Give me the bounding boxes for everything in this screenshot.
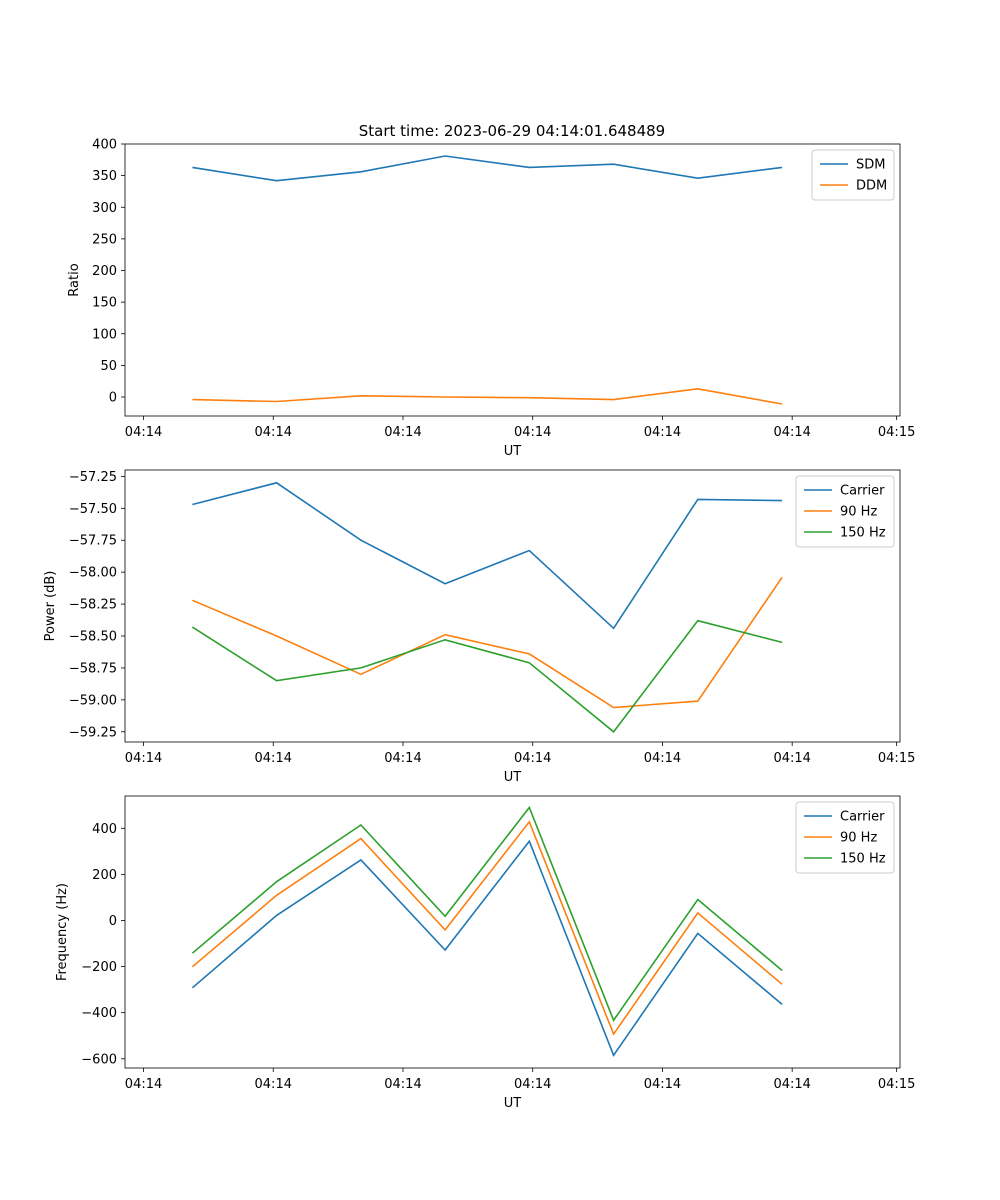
- legend-box: [811, 149, 895, 201]
- series-line-carrier: [192, 481, 783, 630]
- x-tick-label: 04:14: [384, 751, 421, 766]
- chart-panel-2: 04:14 04:14 04:14 04:14 04:14 04:14 04:15 −57.2…: [43, 469, 915, 785]
- series-line-ddm: [192, 387, 783, 405]
- y-tick-label: 0: [109, 391, 117, 406]
- legend-label: 90 Hz: [840, 831, 877, 846]
- chart-panel-3: 04:14 04:14 04:14 04:14 04:14 04:14 04:15 400 20…: [55, 795, 915, 1111]
- x-tick-label: 04:14: [384, 425, 421, 440]
- legend-label: Carrier: [840, 484, 885, 499]
- axes-frame: [124, 469, 901, 743]
- x-axis-label: UT: [504, 770, 522, 785]
- axes-frame: [124, 143, 901, 417]
- x-tick-label: 04:14: [644, 425, 681, 440]
- legend-label: SDM: [856, 158, 885, 173]
- y-tick-label: −58.75: [69, 661, 117, 676]
- y-tick-label: 200: [92, 868, 117, 883]
- x-tick-label: 04:14: [773, 425, 810, 440]
- x-tick-label: 04:14: [514, 751, 551, 766]
- x-tick-label: 04:14: [125, 1077, 162, 1092]
- y-tick-label: 250: [92, 232, 117, 247]
- x-tick-label: 04:14: [514, 425, 551, 440]
- x-tick-label: 04:14: [384, 1077, 421, 1092]
- x-tick-label: 04:15: [878, 1077, 915, 1092]
- y-tick-label: −58.50: [69, 630, 117, 645]
- legend-label: DDM: [856, 179, 887, 194]
- x-axis-label: UT: [504, 444, 522, 459]
- x-tick-label: 04:14: [125, 751, 162, 766]
- y-tick-label: −57.75: [69, 534, 117, 549]
- y-axis-label: Frequency (Hz): [55, 883, 70, 981]
- series-line-carrier: [191, 839, 783, 1057]
- legend-label: 90 Hz: [840, 505, 877, 520]
- y-tick-label: −400: [81, 1006, 117, 1021]
- legend-label: 150 Hz: [840, 526, 886, 541]
- axes-frame: [124, 795, 901, 1069]
- series-line-150-hz: [191, 619, 783, 733]
- x-axis-label: UT: [504, 1096, 522, 1111]
- series-line-90-hz: [191, 820, 783, 1036]
- x-tick-label: 04:15: [878, 751, 915, 766]
- legend-box: [795, 801, 895, 874]
- x-tick-label: 04:14: [514, 1077, 551, 1092]
- y-tick-label: 0: [109, 914, 117, 929]
- y-tick-label: 200: [92, 264, 117, 279]
- legend: SDM DDM: [811, 149, 895, 201]
- y-axis-label: Ratio: [67, 263, 82, 296]
- y-tick-label: −200: [81, 960, 117, 975]
- legend-label: Carrier: [840, 810, 885, 825]
- y-tick-label: −58.25: [69, 598, 117, 613]
- x-tick-label: 04:14: [125, 425, 162, 440]
- series-line-sdm: [192, 155, 783, 182]
- chart-title: Start time: 2023-06-29 04:14:01.648489: [359, 122, 665, 140]
- x-tick-label: 04:14: [644, 1077, 681, 1092]
- x-tick-label: 04:14: [773, 751, 810, 766]
- y-tick-label: −600: [81, 1052, 117, 1067]
- y-tick-label: −57.25: [69, 470, 117, 485]
- y-tick-label: −57.50: [69, 502, 117, 517]
- y-tick-label: 50: [100, 359, 117, 374]
- x-tick-label: 04:14: [644, 751, 681, 766]
- series-line-150-hz: [191, 805, 783, 1022]
- y-tick-label: 400: [92, 138, 117, 153]
- chart-panel-1: 04:14 04:14 04:14 04:14 04:14 04:14 04:15 0 50 10…: [67, 138, 915, 460]
- x-tick-label: 04:14: [773, 1077, 810, 1092]
- legend-box: [795, 475, 895, 548]
- legend-label: 150 Hz: [840, 852, 886, 867]
- y-tick-label: −59.00: [69, 693, 117, 708]
- y-tick-label: 100: [92, 327, 117, 342]
- x-tick-label: 04:14: [255, 1077, 292, 1092]
- series-line-90-hz: [192, 576, 783, 709]
- y-tick-label: −58.00: [69, 566, 117, 581]
- y-tick-label: 350: [92, 169, 117, 184]
- y-tick-label: 150: [92, 296, 117, 311]
- y-tick-label: 400: [92, 822, 117, 837]
- x-tick-label: 04:14: [255, 425, 292, 440]
- y-tick-label: −59.25: [69, 725, 117, 740]
- y-axis-label: Power (dB): [43, 571, 58, 642]
- legend: Carrier 90 Hz 150 Hz: [795, 801, 895, 874]
- legend: Carrier 90 Hz 150 Hz: [795, 475, 895, 548]
- x-tick-label: 04:14: [255, 751, 292, 766]
- y-tick-label: 300: [92, 201, 117, 216]
- x-tick-label: 04:15: [878, 425, 915, 440]
